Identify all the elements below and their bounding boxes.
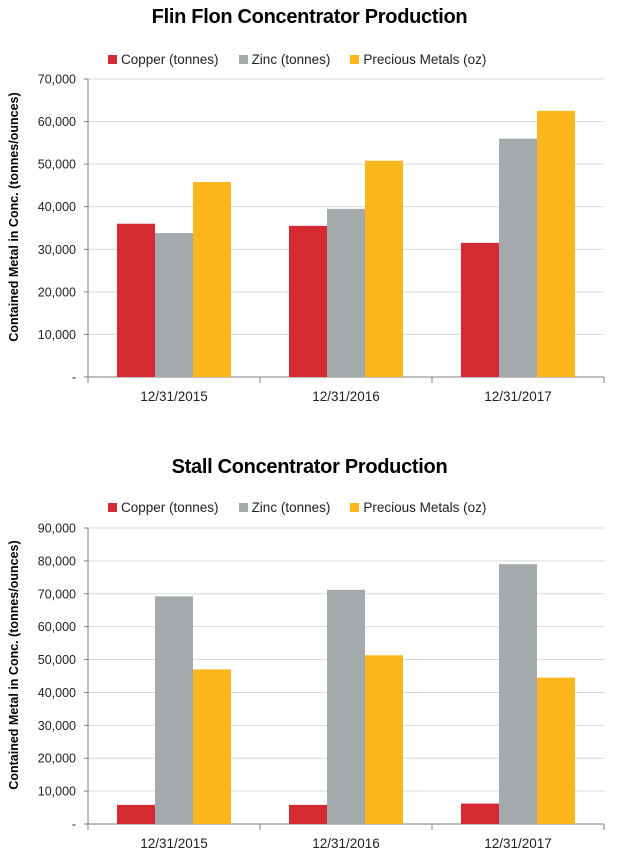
x-tick-label: 12/31/2015 — [140, 836, 208, 851]
copper-bar — [289, 804, 327, 824]
precious-swatch-icon — [350, 503, 360, 512]
y-tick-label: 30,000 — [38, 243, 76, 257]
x-tick-label: 12/31/2015 — [140, 389, 208, 404]
legend-label: Copper (tonnes) — [121, 52, 219, 67]
chart-title: Stall Concentrator Production — [171, 456, 448, 478]
y-tick-label: 20,000 — [38, 285, 76, 299]
copper-bar — [289, 225, 327, 377]
plot-area: - 10,000 20,000 30,000 40,000 50,000 60,000 70,… — [38, 73, 605, 404]
copper-swatch-icon — [108, 503, 117, 512]
x-tick-label: 12/31/2017 — [484, 836, 552, 851]
y-tick-label: - — [72, 818, 76, 832]
copper-swatch-icon — [108, 55, 117, 64]
legend-label: Precious Metals (oz) — [363, 52, 487, 67]
precious-metals-bar — [193, 182, 231, 377]
zinc-bar — [327, 589, 365, 824]
zinc-bar — [155, 596, 193, 824]
y-tick-label: 40,000 — [38, 686, 76, 700]
x-tick-label: 12/31/2016 — [312, 389, 380, 404]
zinc-swatch-icon — [238, 55, 248, 64]
legend-item-precious: Precious Metals (oz) — [350, 500, 486, 515]
x-tick-label: 12/31/2016 — [312, 836, 380, 851]
x-tick-label: 12/31/2017 — [484, 389, 552, 404]
legend-label: Copper (tonnes) — [121, 500, 219, 515]
y-tick-label: 70,000 — [38, 73, 76, 87]
precious-metals-bar — [193, 669, 231, 824]
copper-bar — [117, 223, 155, 377]
precious-swatch-icon — [350, 55, 360, 64]
y-tick-label: - — [72, 371, 76, 385]
y-tick-label: 30,000 — [38, 719, 76, 733]
precious-metals-bar — [365, 160, 403, 377]
zinc-bar — [499, 138, 537, 377]
y-tick-label: 60,000 — [38, 115, 76, 129]
y-tick-label: 70,000 — [38, 587, 76, 601]
legend: Copper (tonnes) Zinc (tonnes) Precious M… — [108, 52, 506, 67]
y-tick-label: 50,000 — [38, 653, 76, 667]
precious-metals-bar — [537, 110, 575, 377]
legend: Copper (tonnes) Zinc (tonnes) Precious M… — [108, 500, 506, 515]
y-tick-label: 20,000 — [38, 752, 76, 766]
zinc-bar — [155, 233, 193, 377]
legend-item-zinc: Zinc (tonnes) — [238, 52, 331, 67]
precious-metals-bar — [365, 655, 403, 824]
y-tick-label: 10,000 — [38, 328, 76, 342]
copper-bar — [461, 803, 499, 824]
zinc-bar — [499, 564, 537, 824]
y-tick-label: 90,000 — [38, 522, 76, 536]
copper-bar — [117, 804, 155, 824]
legend-item-copper: Copper (tonnes) — [108, 52, 219, 67]
y-tick-label: 80,000 — [38, 554, 76, 568]
y-tick-label: 50,000 — [38, 158, 76, 172]
legend-item-copper: Copper (tonnes) — [108, 500, 219, 515]
zinc-bar — [327, 208, 365, 377]
legend-item-zinc: Zinc (tonnes) — [238, 500, 331, 515]
legend-label: Zinc (tonnes) — [251, 500, 331, 515]
precious-metals-bar — [537, 677, 575, 824]
copper-bar — [461, 242, 499, 377]
y-tick-label: 10,000 — [38, 785, 76, 799]
zinc-swatch-icon — [238, 503, 248, 512]
y-tick-label: 40,000 — [38, 200, 76, 214]
chart-title: Flin Flon Concentrator Production — [151, 6, 468, 28]
legend-label: Precious Metals (oz) — [363, 500, 487, 515]
legend-item-precious: Precious Metals (oz) — [350, 52, 486, 67]
legend-label: Zinc (tonnes) — [251, 52, 331, 67]
y-tick-label: 60,000 — [38, 620, 76, 634]
